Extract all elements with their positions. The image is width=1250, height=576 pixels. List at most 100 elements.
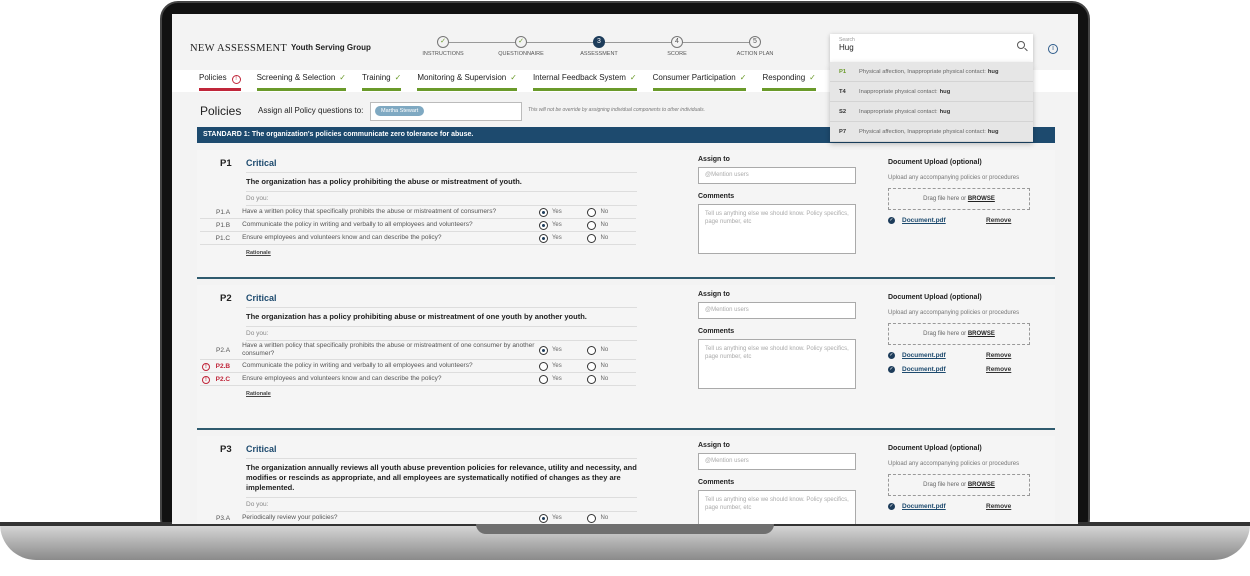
question-id: P1.A <box>200 209 242 216</box>
tab-label: Internal Feedback System <box>532 73 626 82</box>
comments-textarea[interactable]: Tell us anything else we should know. Po… <box>698 339 856 389</box>
yes-radio[interactable]: Yes <box>538 233 588 243</box>
step-action-plan[interactable]: 5 ACTION PLAN <box>720 36 790 57</box>
step-assessment[interactable]: 3 ASSESSMENT <box>564 36 634 57</box>
search-result-item[interactable]: P1 Physical affection, Inappropriate phys… <box>830 62 1033 82</box>
assignee-chip[interactable]: Martha Stewart <box>375 106 425 116</box>
step-circle: 3 <box>593 36 605 48</box>
step-questionnaire[interactable]: ✓ QUESTIONNAIRE <box>486 36 556 57</box>
do-you-label: Do you: <box>246 192 637 206</box>
no-radio[interactable]: No <box>587 345 636 355</box>
question-text: Communicate the policy in writing and ve… <box>242 221 473 228</box>
browse-link[interactable]: BROWSE <box>967 196 995 202</box>
mention-input[interactable]: @Mention users <box>698 167 856 184</box>
radio-circle[interactable] <box>538 220 548 230</box>
comments-textarea[interactable]: Tell us anything else we should know. Po… <box>698 490 856 524</box>
yes-radio[interactable]: Yes <box>538 345 588 355</box>
rationale-link[interactable]: Rationale <box>246 250 271 256</box>
radio-circle[interactable] <box>538 361 548 371</box>
section-statement: The organization annually reviews all yo… <box>246 458 637 498</box>
search-result-item[interactable]: P7 Physical affection, Inappropriate phys… <box>830 122 1033 142</box>
no-radio[interactable]: No <box>587 513 636 523</box>
yes-label: Yes <box>551 515 562 521</box>
browse-link[interactable]: BROWSE <box>967 331 995 337</box>
tab-monitoring-supervision[interactable]: Monitoring & Supervision ✓ <box>417 70 517 91</box>
tab-screening-selection[interactable]: Screening & Selection ✓ <box>256 70 346 91</box>
assign-to-label: Assign to <box>698 442 730 449</box>
section-id: P1 <box>220 158 232 169</box>
info-icon[interactable]: i <box>1048 44 1058 54</box>
remove-link[interactable]: Remove <box>986 217 1012 224</box>
mention-input[interactable]: @Mention users <box>698 453 856 470</box>
remove-link[interactable]: Remove <box>986 503 1012 510</box>
search-result-item[interactable]: S2 Inappropriate physical contact: hug <box>830 102 1033 122</box>
radio-circle[interactable] <box>587 345 597 355</box>
question-row: ! P2.B Communicate the policy in writing … <box>200 360 636 373</box>
search-box[interactable]: Search Hug <box>830 34 1033 62</box>
question-id-text: P3.A <box>215 514 231 522</box>
document-link[interactable]: Document.pdf <box>902 217 946 224</box>
radio-circle[interactable] <box>587 361 597 371</box>
tab-responding[interactable]: Responding ✓ <box>762 70 816 91</box>
radio-circle[interactable] <box>538 233 548 243</box>
radio-circle[interactable] <box>587 374 597 384</box>
result-match: hug <box>939 108 951 115</box>
radio-circle[interactable] <box>538 207 548 217</box>
radio-circle[interactable] <box>538 374 548 384</box>
tab-training[interactable]: Training ✓ <box>362 70 402 91</box>
yes-radio[interactable]: Yes <box>538 207 588 217</box>
step-score[interactable]: 4 SCORE <box>642 36 712 57</box>
no-radio[interactable]: No <box>587 233 636 243</box>
tab-consumer-participation[interactable]: Consumer Participation ✓ <box>652 70 747 91</box>
question-id-text: P2.C <box>215 375 231 383</box>
no-label: No <box>600 515 609 521</box>
browse-link[interactable]: BROWSE <box>967 482 995 488</box>
question-id: ! P2.C <box>200 375 242 384</box>
document-link[interactable]: Document.pdf <box>902 366 946 373</box>
radio-circle[interactable] <box>587 220 597 230</box>
radio-circle[interactable] <box>587 207 597 217</box>
tab-label: Consumer Participation <box>652 73 736 82</box>
remove-link[interactable]: Remove <box>986 352 1012 359</box>
question-row: P1.B Communicate the policy in writing a… <box>200 219 636 232</box>
step-circle: 4 <box>671 36 683 48</box>
question-text: Ensure employees and volunteers know and… <box>242 234 442 241</box>
question-text: Communicate the policy in writing and ve… <box>242 362 473 369</box>
radio-circle[interactable] <box>538 513 548 523</box>
yes-radio[interactable]: Yes <box>538 513 588 523</box>
rationale-link[interactable]: Rationale <box>246 391 271 397</box>
result-text: Inappropriate physical contact: <box>859 88 938 95</box>
no-radio[interactable]: No <box>587 220 636 230</box>
no-label: No <box>600 363 609 369</box>
search-icon[interactable] <box>1017 41 1025 49</box>
tab-internal-feedback-system[interactable]: Internal Feedback System ✓ <box>532 70 637 91</box>
step-instructions[interactable]: ✓ INSTRUCTIONS <box>408 36 478 57</box>
document-link[interactable]: Document.pdf <box>902 352 946 359</box>
file-drop-zone[interactable]: Drag file here or BROWSE <box>888 474 1030 496</box>
step-label: INSTRUCTIONS <box>422 51 464 57</box>
file-drop-zone[interactable]: Drag file here or BROWSE <box>888 188 1030 210</box>
assign-all-label: Assign all Policy questions to: <box>258 106 364 115</box>
search-result-item[interactable]: T4 Inappropriate physical contact: hug <box>830 82 1033 102</box>
mention-input[interactable]: @Mention users <box>698 302 856 319</box>
document-link[interactable]: Document.pdf <box>902 503 946 510</box>
question-row: P1.C Ensure employees and volunteers kno… <box>200 232 636 245</box>
yes-radio[interactable]: Yes <box>538 361 588 371</box>
radio-circle[interactable] <box>587 513 597 523</box>
file-drop-zone[interactable]: Drag file here or BROWSE <box>888 323 1030 345</box>
radio-circle[interactable] <box>587 233 597 243</box>
no-radio[interactable]: No <box>587 374 636 384</box>
remove-link[interactable]: Remove <box>986 366 1012 373</box>
step-circle: 5 <box>749 36 761 48</box>
assign-all-input[interactable]: Martha Stewart <box>370 102 522 121</box>
tab-policies[interactable]: Policies! <box>199 70 241 91</box>
radio-circle[interactable] <box>538 345 548 355</box>
yes-radio[interactable]: Yes <box>538 220 588 230</box>
yes-radio[interactable]: Yes <box>538 374 588 384</box>
search-input[interactable]: Hug <box>839 43 854 52</box>
comments-textarea[interactable]: Tell us anything else we should know. Po… <box>698 204 856 254</box>
no-radio[interactable]: No <box>587 207 636 217</box>
no-radio[interactable]: No <box>587 361 636 371</box>
check-icon: ✓ <box>739 73 747 82</box>
document-upload-hint: Upload any accompanying policies or proc… <box>888 461 1020 467</box>
